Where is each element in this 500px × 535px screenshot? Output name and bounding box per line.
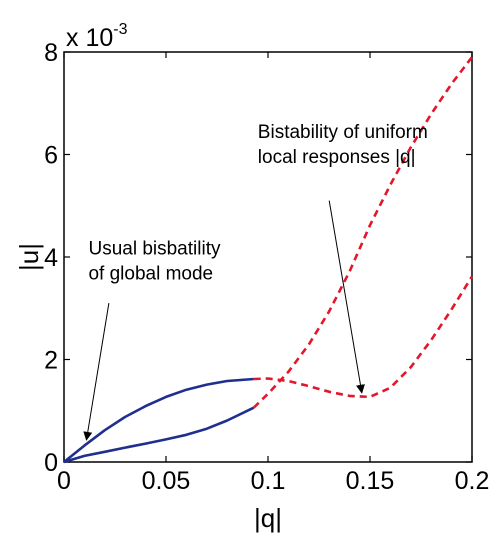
x-tick-label: 0.2 [455,467,490,495]
annotation-line: of global mode [88,263,213,284]
annotation-arrow-0 [83,303,110,441]
y-tick-label: 2 [44,347,58,375]
y-tick-label: 4 [44,244,58,272]
annotation-text-0: Usual bisbatility of global mode [88,238,220,284]
annotation-line: Bistability of uniform [258,122,428,143]
annotation-arrow-1 [328,200,365,394]
y-tick-label: 0 [44,449,58,477]
unstable-branch-line-2 [252,56,474,409]
y-axis-exponent-power: -3 [113,21,127,38]
x-tick-label: 0 [57,467,71,495]
series-layer [63,56,474,464]
annotation-line: local responses |q| [258,147,416,168]
unstable-branch-line-3 [253,275,474,399]
annotation-layer: Usual bisbatility of global mode Bistabili… [83,122,428,441]
stable-branch-line-1 [63,406,255,464]
y-axis-exponent: x 10-3 [66,21,128,52]
axis-ticks: 0 0.05 0.1 0.15 0.2 0 2 4 6 8 [44,39,489,495]
x-tick-label: 0.05 [142,467,191,495]
x-tick-label: 0.15 [346,467,395,495]
y-axis-label: |u| [14,243,44,271]
stable-branch-line-0 [63,377,254,464]
annotation-line: Usual bisbatility [88,238,220,259]
y-tick-label: 8 [44,39,58,67]
y-tick-label: 6 [44,142,58,170]
annotation-text-1: Bistability of uniform local responses |q… [258,122,428,168]
x-axis-label: |q| [254,503,282,533]
x-tick-label: 0.1 [251,467,286,495]
